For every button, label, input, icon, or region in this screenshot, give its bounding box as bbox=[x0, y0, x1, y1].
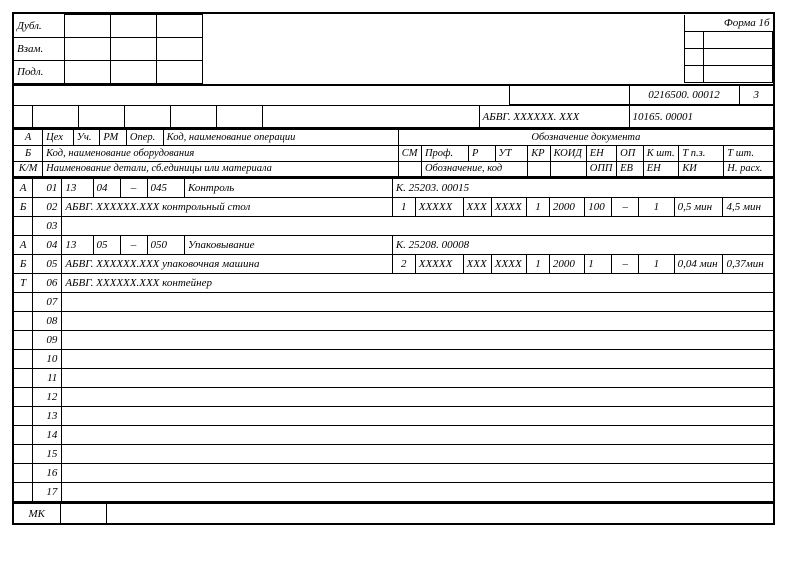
mk-label: МК bbox=[14, 503, 60, 523]
reg-vzam-label: Взам. bbox=[14, 37, 64, 60]
reg-dubl-label: Дубл. bbox=[14, 15, 64, 38]
column-headers: АЦехУч.РМОпер.Код, наименование операции… bbox=[14, 128, 773, 178]
table-row: 13 bbox=[14, 407, 773, 426]
table-row: 07 bbox=[14, 293, 773, 312]
table-row: 09 bbox=[14, 331, 773, 350]
table-row: А011304–045КонтрольК. 25203. 00015 bbox=[14, 179, 773, 198]
reg-podl-label: Подл. bbox=[14, 60, 64, 83]
table-row: Т06АБВГ. XXXXXX.XXX контейнер bbox=[14, 274, 773, 293]
table-row: 12 bbox=[14, 388, 773, 407]
doc-no: 0216500. 00012 bbox=[629, 85, 739, 105]
abvg-code2: 10165. 00001 bbox=[629, 106, 773, 128]
table-row: 11 bbox=[14, 369, 773, 388]
table-row: 14 bbox=[14, 426, 773, 445]
form-sheet: Дубл. ГОСТ 3.1118-82 Форма 1б bbox=[12, 12, 775, 525]
table-row: 16 bbox=[14, 464, 773, 483]
data-rows: А011304–045КонтрольК. 25203. 00015Б02АБВ… bbox=[14, 178, 773, 502]
table-row: 10 bbox=[14, 350, 773, 369]
table-row: 15 bbox=[14, 445, 773, 464]
table-row: Б05АБВГ. XXXXXX.XXX упаковочная машина2X… bbox=[14, 255, 773, 274]
forma-label: Форма 1б bbox=[685, 15, 773, 32]
table-row: 08 bbox=[14, 312, 773, 331]
table-row: 17 bbox=[14, 483, 773, 502]
table-row: 03 bbox=[14, 217, 773, 236]
abvg-code: АБВГ. XXXXXX. XXX bbox=[479, 106, 629, 128]
page-no: 3 bbox=[739, 85, 773, 105]
table-row: Б02АБВГ. XXXXXX.XXX контрольный стол1XXX… bbox=[14, 198, 773, 217]
table-row: А041305–050УпаковываниеК. 25208. 00008 bbox=[14, 236, 773, 255]
